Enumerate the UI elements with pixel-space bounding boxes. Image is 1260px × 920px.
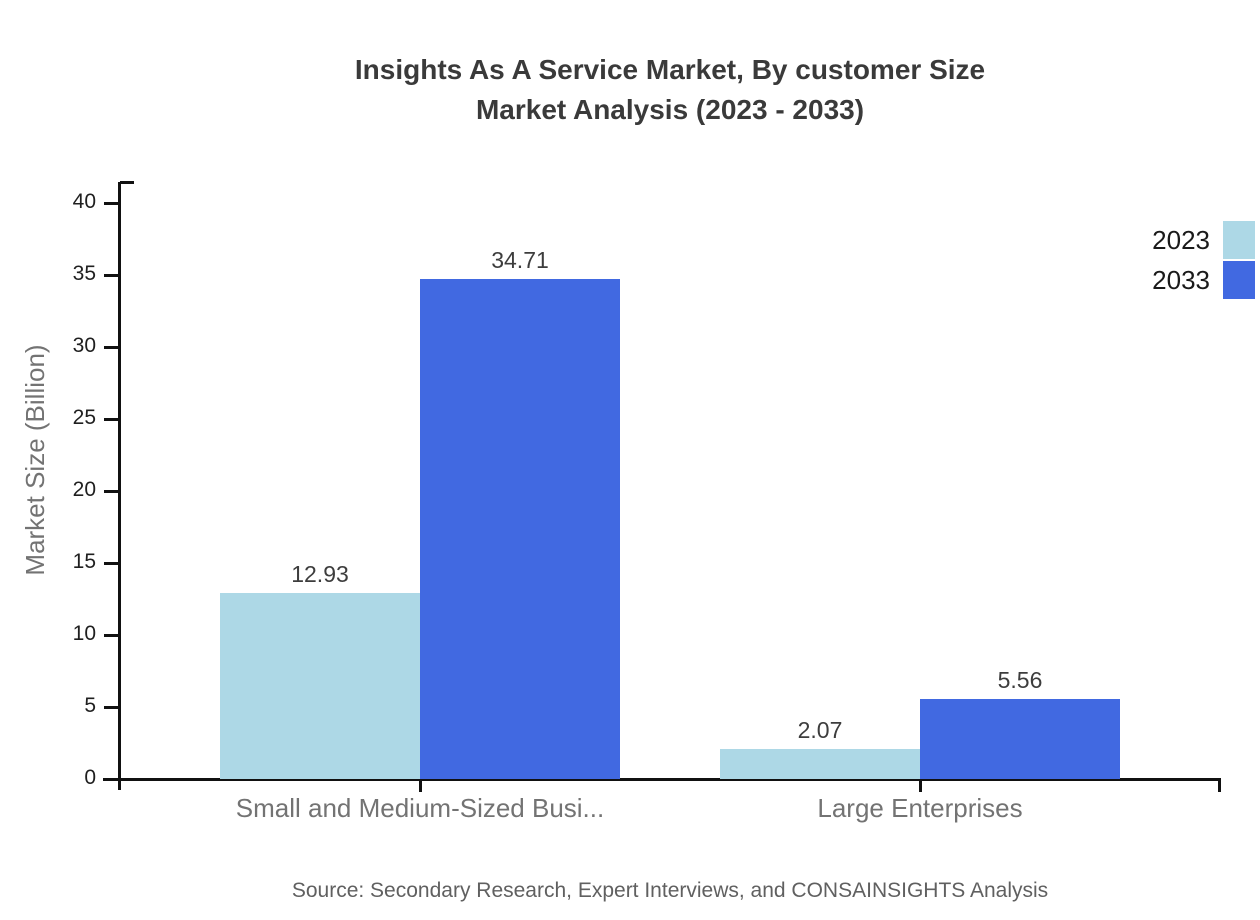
- bar-2033-0: [420, 279, 620, 779]
- y-tick-label: 15: [72, 550, 96, 573]
- x-category-label: Large Enterprises: [817, 793, 1023, 823]
- legend-item-2023: 2023: [1152, 221, 1255, 259]
- x-tick-mark: [919, 779, 922, 792]
- y-tick-label: 25: [72, 406, 96, 429]
- y-tick-label: 35: [72, 262, 96, 285]
- x-tick-mark: [419, 779, 422, 792]
- x-category-label: Small and Medium-Sized Busi...: [235, 793, 605, 823]
- y-axis-end-cap: [120, 181, 134, 184]
- y-tick-mark: [104, 634, 120, 637]
- legend: 2023 2033: [1152, 221, 1255, 301]
- legend-item-2033: 2033: [1152, 261, 1255, 299]
- y-tick-label: 10: [72, 622, 96, 645]
- y-tick-mark: [104, 418, 120, 421]
- y-tick-label: 20: [72, 478, 96, 501]
- chart-title: Insights As A Service Market, By custome…: [80, 50, 1260, 130]
- y-tick-mark: [104, 346, 120, 349]
- x-axis-end-tick: [1218, 778, 1221, 792]
- y-tick-label: 40: [72, 190, 96, 213]
- y-tick-label: 5: [84, 694, 96, 717]
- bar-value-label: 2.07: [797, 717, 843, 743]
- y-axis-title: Market Size (Billion): [20, 344, 50, 576]
- chart-title-line-1: Insights As A Service Market, By custome…: [354, 54, 986, 85]
- y-tick-mark: [104, 562, 120, 565]
- bar-value-label: 12.93: [291, 561, 349, 587]
- bar-value-label: 34.71: [491, 247, 549, 273]
- bar-2023-0: [220, 593, 420, 779]
- y-tick-mark: [104, 778, 120, 781]
- legend-label: 2023: [1152, 224, 1210, 255]
- bar-2023-1: [720, 749, 920, 779]
- y-axis-line: [118, 182, 121, 790]
- y-tick-label: 0: [84, 766, 96, 789]
- y-tick-mark: [104, 202, 120, 205]
- y-tick-mark: [104, 490, 120, 493]
- bar-2033-1: [920, 699, 1120, 779]
- y-tick-label: 30: [72, 334, 96, 357]
- source-note: Source: Secondary Research, Expert Inter…: [291, 879, 1049, 902]
- y-tick-mark: [104, 706, 120, 709]
- legend-swatch-icon: [1223, 261, 1255, 299]
- bar-value-label: 5.56: [997, 667, 1043, 693]
- y-tick-mark: [104, 274, 120, 277]
- chart-title-line-2: Market Analysis (2023 - 2033): [475, 94, 865, 125]
- legend-label: 2033: [1152, 264, 1210, 295]
- x-axis-line: [103, 778, 1221, 781]
- legend-swatch-icon: [1223, 221, 1255, 259]
